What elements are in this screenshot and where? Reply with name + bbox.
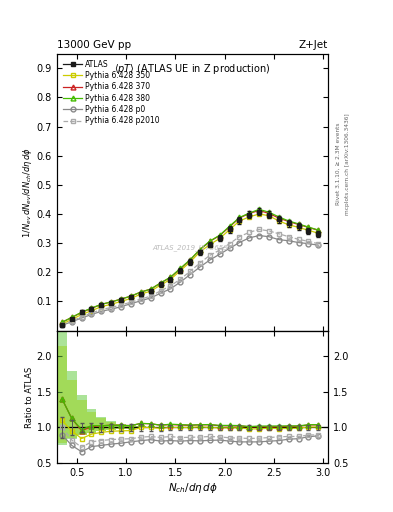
Legend: ATLAS, Pythia 6.428 350, Pythia 6.428 370, Pythia 6.428 380, Pythia 6.428 p0, Py: ATLAS, Pythia 6.428 350, Pythia 6.428 37… <box>61 57 162 127</box>
Text: Rivet 3.1.10, ≥ 2.3M events: Rivet 3.1.10, ≥ 2.3M events <box>336 122 341 205</box>
Y-axis label: $1/N_{ev}\,dN_{ev}/dN_{ch}/d\eta\,d\phi$: $1/N_{ev}\,dN_{ev}/dN_{ch}/d\eta\,d\phi$ <box>21 146 34 238</box>
Y-axis label: Ratio to ATLAS: Ratio to ATLAS <box>25 366 34 428</box>
Text: 13000 GeV pp: 13000 GeV pp <box>57 40 131 50</box>
X-axis label: $N_{ch}/d\eta\,d\phi$: $N_{ch}/d\eta\,d\phi$ <box>167 481 218 495</box>
Text: ATLAS_2019_I1736531: ATLAS_2019_I1736531 <box>152 244 233 251</box>
Text: $\langle pT\rangle$ (ATLAS UE in Z production): $\langle pT\rangle$ (ATLAS UE in Z produ… <box>114 62 271 76</box>
Text: mcplots.cern.ch [arXiv:1306.3436]: mcplots.cern.ch [arXiv:1306.3436] <box>345 113 350 215</box>
Text: Z+Jet: Z+Jet <box>299 40 328 50</box>
